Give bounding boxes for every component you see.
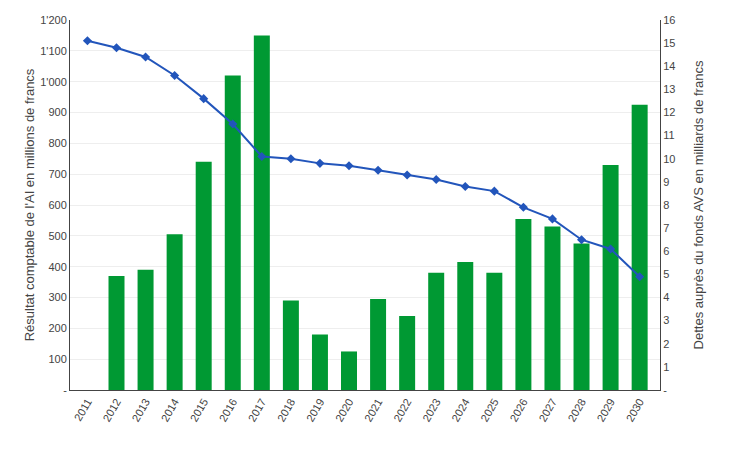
svg-text:16: 16	[663, 14, 675, 26]
svg-text:4: 4	[663, 291, 669, 303]
svg-text:6: 6	[663, 245, 669, 257]
svg-text:2029: 2029	[594, 396, 617, 423]
svg-text:8: 8	[663, 199, 669, 211]
svg-text:2015: 2015	[188, 396, 211, 423]
svg-text:2027: 2027	[536, 396, 559, 423]
svg-text:5: 5	[663, 268, 669, 280]
svg-text:1'000: 1'000	[40, 76, 67, 88]
svg-text:13: 13	[663, 83, 675, 95]
svg-text:9: 9	[663, 176, 669, 188]
svg-text:700: 700	[48, 168, 66, 180]
svg-text:600: 600	[48, 199, 66, 211]
svg-text:12: 12	[663, 106, 675, 118]
svg-text:2018: 2018	[275, 396, 298, 423]
svg-text:1'200: 1'200	[40, 14, 67, 26]
svg-text:500: 500	[48, 230, 66, 242]
svg-text:2025: 2025	[478, 396, 501, 423]
svg-text:11: 11	[663, 129, 674, 141]
svg-text:10: 10	[663, 153, 675, 165]
svg-text:3: 3	[663, 314, 669, 326]
svg-text:300: 300	[48, 291, 66, 303]
svg-text:-: -	[663, 384, 667, 396]
svg-text:2017: 2017	[246, 396, 269, 423]
svg-text:400: 400	[48, 261, 66, 273]
svg-text:100: 100	[48, 353, 66, 365]
svg-text:-: -	[63, 384, 67, 396]
svg-text:2016: 2016	[217, 396, 240, 423]
svg-text:7: 7	[663, 222, 669, 234]
svg-text:2024: 2024	[449, 396, 472, 423]
svg-text:2014: 2014	[158, 396, 181, 423]
svg-text:2022: 2022	[391, 396, 414, 423]
svg-text:900: 900	[48, 106, 66, 118]
svg-text:1'100: 1'100	[40, 45, 67, 57]
svg-text:2028: 2028	[565, 396, 588, 423]
svg-text:800: 800	[48, 137, 66, 149]
svg-text:1: 1	[663, 361, 669, 373]
svg-text:Dettes auprès du fonds AVS en: Dettes auprès du fonds AVS en milliards …	[691, 60, 706, 349]
svg-text:2019: 2019	[304, 396, 327, 423]
svg-text:200: 200	[48, 322, 66, 334]
svg-text:2020: 2020	[333, 396, 356, 423]
svg-text:2021: 2021	[362, 396, 385, 423]
svg-text:15: 15	[663, 37, 675, 49]
svg-text:2011: 2011	[72, 396, 94, 422]
svg-text:2013: 2013	[129, 396, 152, 423]
svg-text:2026: 2026	[507, 396, 530, 423]
svg-text:2023: 2023	[420, 396, 443, 423]
svg-text:14: 14	[663, 60, 675, 72]
svg-text:2030: 2030	[624, 396, 647, 423]
svg-text:2: 2	[663, 338, 669, 350]
svg-text:Résultat comptable de l'AI en: Résultat comptable de l'AI en millions d…	[22, 68, 37, 341]
svg-text:2012: 2012	[100, 396, 123, 423]
